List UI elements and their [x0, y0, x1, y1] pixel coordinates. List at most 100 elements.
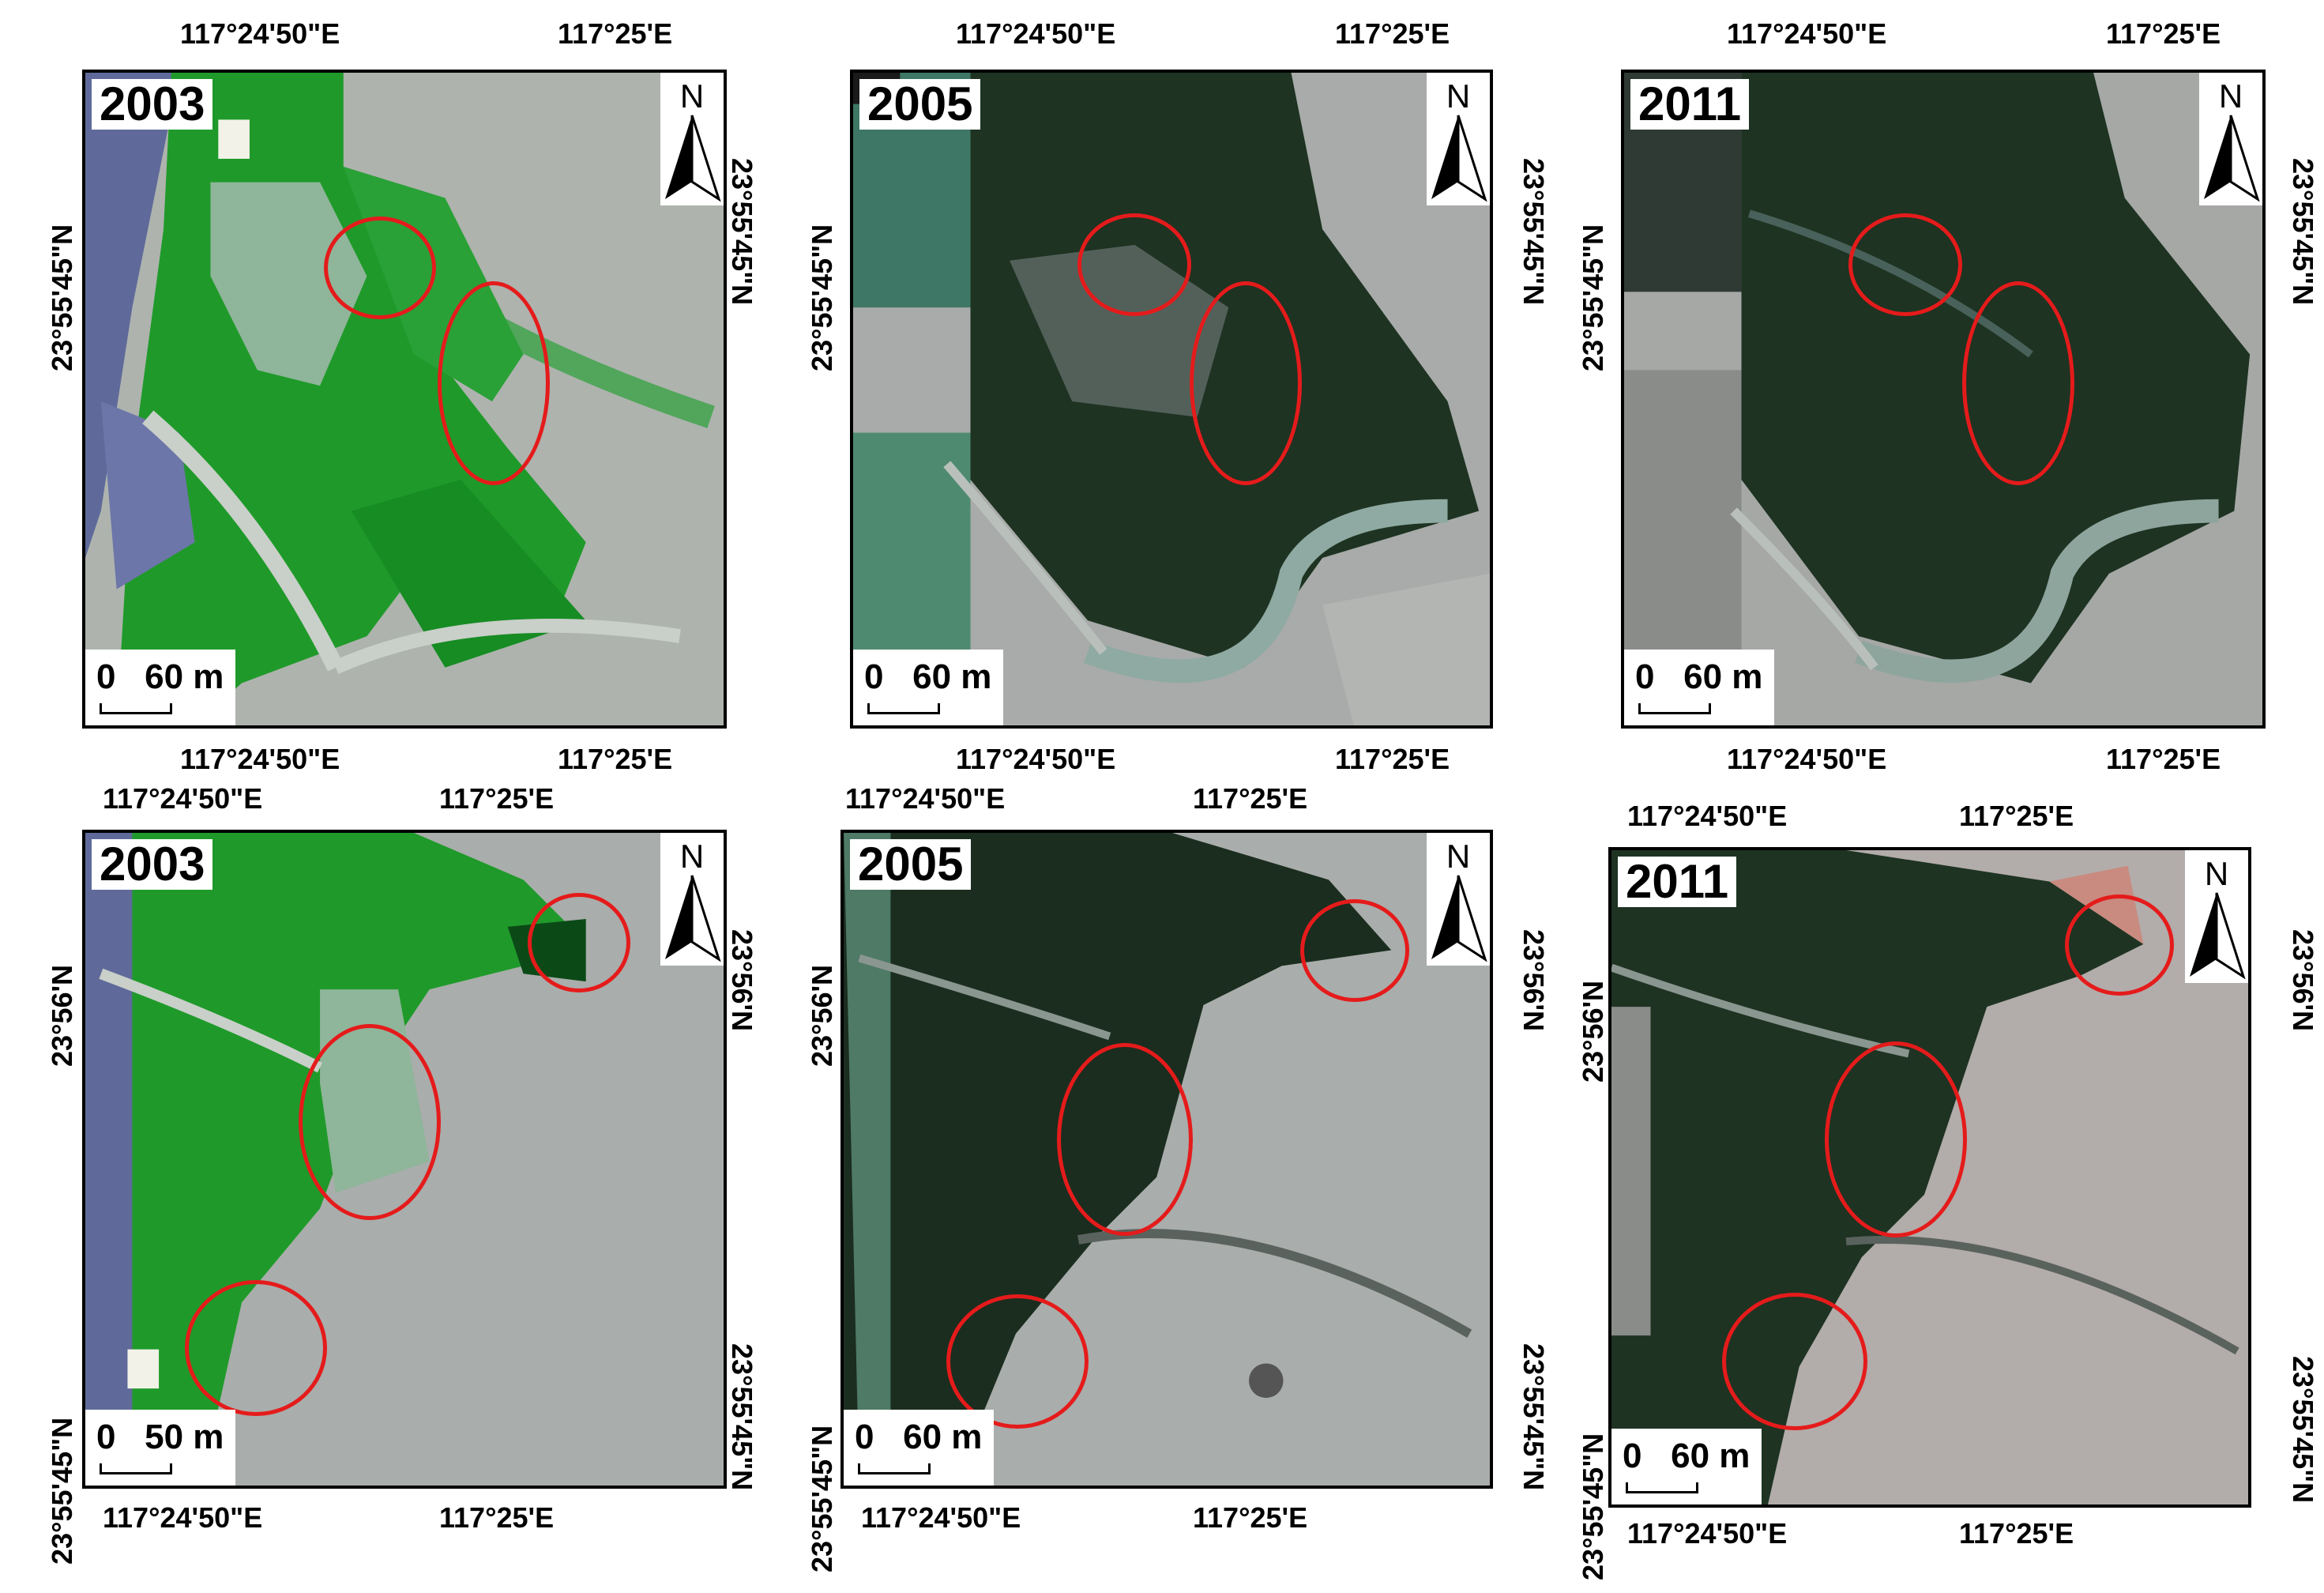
lon-label-bottom: 117°25'E — [1193, 1501, 1308, 1534]
highlight-circle — [528, 893, 630, 992]
north-arrow-icon: N — [1431, 838, 1487, 962]
north-arrow: N — [660, 833, 724, 966]
lat-label-right: 23°55'45"N — [2287, 1356, 2319, 1504]
highlight-circle — [1848, 213, 1962, 316]
lat-label-right: 23°56'N — [1517, 929, 1550, 1032]
lon-label-bottom: 117°24'50"E — [180, 743, 340, 775]
scale-line — [100, 1463, 172, 1474]
north-arrow: N — [660, 73, 724, 205]
highlight-circle — [1077, 213, 1191, 316]
highlight-circle — [185, 1280, 327, 1416]
scale-bar: 0 60 m — [844, 1410, 994, 1486]
year-label: 2003 — [92, 79, 213, 130]
lon-label-top: 117°24'50"E — [103, 782, 263, 815]
svg-text:N: N — [2205, 855, 2228, 892]
highlight-circle — [946, 1294, 1089, 1429]
lat-label-right: 23°55'45"N — [1517, 1343, 1550, 1491]
lat-label-right: 23°56'N — [2287, 929, 2319, 1032]
lon-label-bottom: 117°25'E — [1959, 1517, 2074, 1550]
lon-label-bottom: 117°25'E — [558, 743, 673, 775]
north-arrow-icon: N — [1431, 77, 1487, 202]
highlight-circle — [1190, 281, 1302, 485]
north-arrow-icon: N — [2204, 77, 2260, 202]
lon-label-top: 117°24'50"E — [956, 17, 1116, 50]
highlight-circle — [1300, 899, 1409, 1002]
year-label: 2005 — [850, 839, 972, 890]
satellite-imagery — [853, 73, 1490, 725]
scale-line — [858, 1463, 931, 1474]
scale-bar: 0 60 m — [85, 650, 235, 725]
north-arrow: N — [2199, 73, 2262, 205]
scale-text: 0 60 m — [1635, 657, 1763, 696]
lat-label-right: 23°55'45"N — [726, 158, 758, 306]
lon-label-top: 117°25'E — [1959, 800, 2074, 832]
map-image: 2005 N 0 60 m — [850, 70, 1493, 729]
lon-label-top: 117°25'E — [2106, 17, 2221, 50]
scale-line — [867, 703, 940, 714]
year-label: 2003 — [92, 839, 213, 890]
svg-text:N: N — [680, 838, 704, 875]
north-arrow-icon: N — [665, 838, 721, 962]
year-label: 2011 — [1630, 79, 1750, 130]
lon-label-bottom: 117°25'E — [2106, 743, 2221, 775]
satellite-imagery — [1624, 73, 2262, 725]
map-image: 2005 N 0 60 m — [840, 830, 1493, 1489]
highlight-circle — [1962, 281, 2074, 485]
lat-label-left: 23°55'45"N — [46, 224, 78, 371]
lon-label-top: 117°24'50"E — [1627, 800, 1788, 832]
year-label: 2005 — [859, 79, 981, 130]
lon-label-bottom: 117°24'50"E — [1627, 1517, 1788, 1550]
north-arrow: N — [1427, 833, 1490, 966]
lat-label-left: 23°56'N — [806, 964, 838, 1067]
scale-bar: 0 60 m — [1624, 650, 1774, 725]
lon-label-top: 117°25'E — [558, 17, 673, 50]
lon-label-top: 117°25'E — [1193, 782, 1308, 815]
lat-label-right: 23°55'45"N — [1517, 158, 1550, 306]
svg-text:N: N — [1446, 838, 1470, 875]
map-image: 2011 N 0 60 m — [1621, 70, 2266, 729]
map-image: 2003 N 0 50 m — [82, 830, 727, 1489]
highlight-circle — [1722, 1293, 1867, 1430]
scale-bar: 0 50 m — [85, 1410, 235, 1486]
svg-text:N: N — [680, 77, 704, 115]
scale-line — [1638, 703, 1711, 714]
scale-text: 0 60 m — [864, 657, 992, 696]
scale-bar: 0 60 m — [853, 650, 1003, 725]
north-arrow: N — [1427, 73, 1490, 205]
highlight-circle — [2065, 894, 2174, 996]
scale-text: 0 60 m — [1623, 1437, 1751, 1475]
scale-bar: 0 60 m — [1611, 1429, 1762, 1504]
highlight-circle — [299, 1024, 441, 1220]
svg-text:N: N — [2219, 77, 2243, 115]
lon-label-top: 117°24'50"E — [845, 782, 1006, 815]
highlight-circle — [324, 217, 436, 319]
lon-label-top: 117°25'E — [1335, 17, 1450, 50]
year-label: 2011 — [1618, 857, 1737, 907]
lat-label-right: 23°56'N — [726, 929, 758, 1032]
highlight-circle — [1057, 1043, 1193, 1236]
highlight-circle — [438, 281, 550, 485]
scale-text: 0 60 m — [855, 1418, 983, 1456]
lat-label-left: 23°55'45"N — [806, 1425, 838, 1572]
lat-label-left: 23°55'45"N — [1577, 224, 1609, 371]
lon-label-bottom: 117°25'E — [439, 1501, 555, 1534]
lat-label-left: 23°55'45"N — [806, 224, 838, 371]
lon-label-top: 117°25'E — [439, 782, 555, 815]
satellite-imagery — [85, 73, 724, 725]
lat-label-right: 23°55'45"N — [726, 1343, 758, 1491]
lon-label-top: 117°24'50"E — [180, 17, 340, 50]
north-arrow-icon: N — [2190, 855, 2246, 980]
highlight-circle — [1825, 1041, 1967, 1237]
lon-label-top: 117°24'50"E — [1727, 17, 1887, 50]
lat-label-left: 23°55'45"N — [1577, 1433, 1609, 1580]
lon-label-bottom: 117°24'50"E — [956, 743, 1116, 775]
lat-label-right: 23°55'45"N — [2287, 158, 2319, 306]
scale-line — [1626, 1482, 1698, 1493]
lon-label-bottom: 117°24'50"E — [103, 1501, 263, 1534]
lon-label-bottom: 117°24'50"E — [1727, 743, 1887, 775]
north-arrow: N — [2185, 850, 2248, 983]
svg-text:N: N — [1446, 77, 1470, 115]
scale-line — [100, 703, 172, 714]
lat-label-left: 23°56'N — [46, 964, 78, 1067]
lat-label-left: 23°55'45"N — [46, 1417, 78, 1565]
